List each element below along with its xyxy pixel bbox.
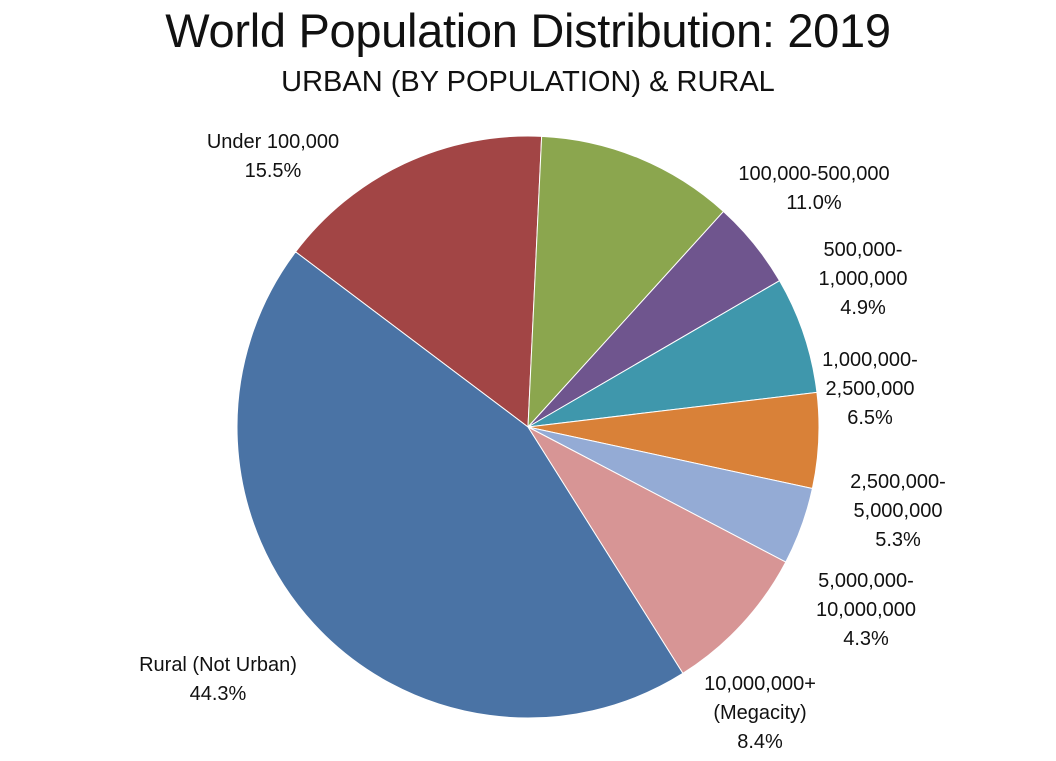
slice-label-text: 10,000,000 bbox=[815, 599, 917, 621]
slice-percent-label: 4.3% bbox=[843, 628, 889, 650]
slice-label: Under 100,000 15.5% bbox=[207, 128, 339, 186]
slice-label-text: 1,000,000- bbox=[822, 349, 918, 371]
slice-percent-label: 44.3% bbox=[189, 683, 247, 705]
slice-label: Rural (Not Urban) 44.3% bbox=[139, 651, 297, 709]
slice-label: 500,000- 1,000,000 4.9% bbox=[819, 236, 908, 323]
slice-label: 2,500,000- 5,000,000 5.3% bbox=[850, 468, 946, 555]
pie-slice bbox=[526, 425, 787, 675]
slice-percent-label: 5.3% bbox=[875, 529, 921, 551]
pie-slice bbox=[527, 135, 725, 429]
slice-percent-label: 6.5% bbox=[847, 407, 893, 429]
pie-slice bbox=[236, 251, 684, 719]
slice-percent-label: 15.5% bbox=[244, 160, 302, 182]
pie-slice bbox=[294, 135, 543, 428]
slice-label: 5,000,000- 10,000,000 4.3% bbox=[816, 567, 916, 654]
slice-label-text: (Megacity) bbox=[713, 702, 807, 724]
slice-label-text: 5,000,000- bbox=[818, 570, 914, 592]
slice-label-text: 2,500,000- bbox=[850, 471, 946, 493]
slice-label: 100,000-500,000 11.0% bbox=[738, 160, 889, 218]
slice-label-text: Under 100,000 bbox=[206, 131, 340, 153]
slice-label-text: 500,000- bbox=[823, 239, 903, 261]
slice-label-text: 5,000,000 bbox=[853, 500, 943, 522]
slice-percent-label: 8.4% bbox=[737, 731, 783, 753]
slice-label-text: Rural (Not Urban) bbox=[139, 654, 297, 676]
chart-title: World Population Distribution: 2019 bbox=[165, 4, 891, 57]
slice-label-text: 100,000-500,000 bbox=[738, 163, 890, 185]
slice-percent-label: 11.0% bbox=[786, 192, 842, 214]
slice-label: 1,000,000- 2,500,000 6.5% bbox=[822, 346, 918, 433]
slice-label: 10,000,000+ (Megacity) 8.4% bbox=[704, 670, 816, 757]
slice-label-text: 10,000,000+ bbox=[704, 673, 816, 695]
pie-slice bbox=[527, 279, 818, 428]
chart-subtitle: URBAN (BY POPULATION) & RURAL bbox=[281, 66, 775, 98]
slice-label-text: 1,000,000 bbox=[818, 268, 908, 290]
slice-percent-label: 4.9% bbox=[840, 297, 886, 319]
slice-label-text: 2,500,000 bbox=[825, 378, 915, 400]
